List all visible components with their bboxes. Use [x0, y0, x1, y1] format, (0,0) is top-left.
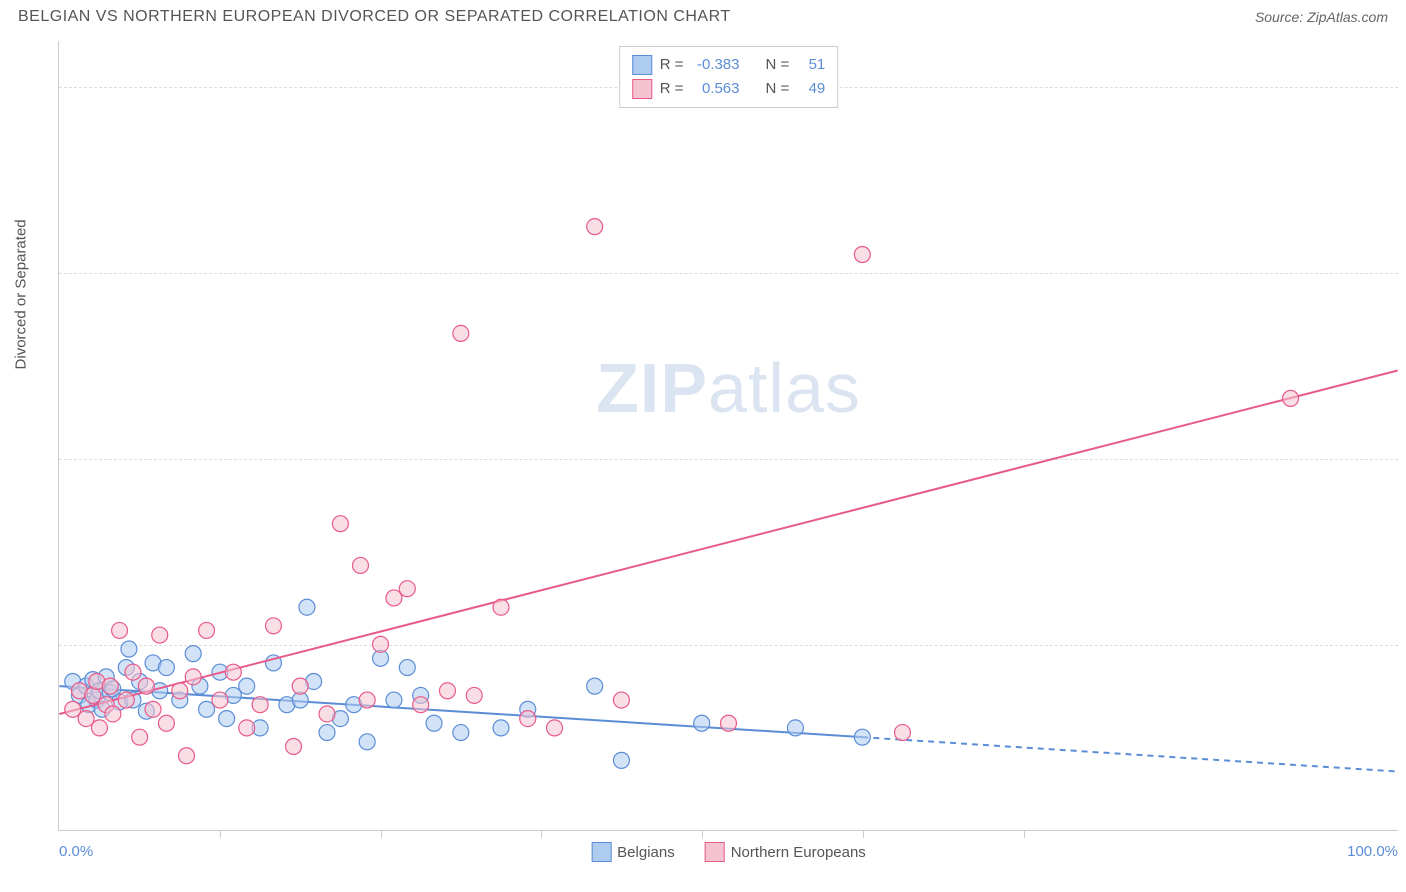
legend-row-northern: R = 0.563 N = 49 [632, 77, 826, 101]
legend-swatch-belgians [632, 55, 652, 75]
legend-label-northern: Northern Europeans [731, 844, 866, 861]
n-label: N = [766, 77, 790, 101]
legend-item-belgians: Belgians [591, 842, 675, 862]
r-value-belgians: -0.383 [692, 53, 740, 77]
chart-source: Source: ZipAtlas.com [1255, 9, 1388, 25]
legend-label-belgians: Belgians [617, 844, 675, 861]
n-value-northern: 49 [797, 77, 825, 101]
y-axis-label: Divorced or Separated [13, 219, 30, 369]
x-min-label: 0.0% [59, 843, 93, 860]
n-value-belgians: 51 [797, 53, 825, 77]
series-legend: Belgians Northern Europeans [591, 842, 866, 862]
chart-title: BELGIAN VS NORTHERN EUROPEAN DIVORCED OR… [18, 8, 731, 26]
legend-row-belgians: R = -0.383 N = 51 [632, 53, 826, 77]
r-label: R = [660, 77, 684, 101]
legend-swatch-northern [632, 79, 652, 99]
chart-header: BELGIAN VS NORTHERN EUROPEAN DIVORCED OR… [8, 8, 1398, 31]
r-value-northern: 0.563 [692, 77, 740, 101]
x-max-label: 100.0% [1347, 843, 1398, 860]
legend-swatch-belgians-icon [591, 842, 611, 862]
r-label: R = [660, 53, 684, 77]
chart-area: Divorced or Separated ZIPatlas 20.0%40.0… [58, 41, 1398, 831]
legend-item-northern: Northern Europeans [705, 842, 866, 862]
n-label: N = [766, 53, 790, 77]
correlation-legend: R = -0.383 N = 51 R = 0.563 N = 49 [619, 46, 839, 108]
scatter-plot [59, 41, 1398, 830]
legend-swatch-northern-icon [705, 842, 725, 862]
